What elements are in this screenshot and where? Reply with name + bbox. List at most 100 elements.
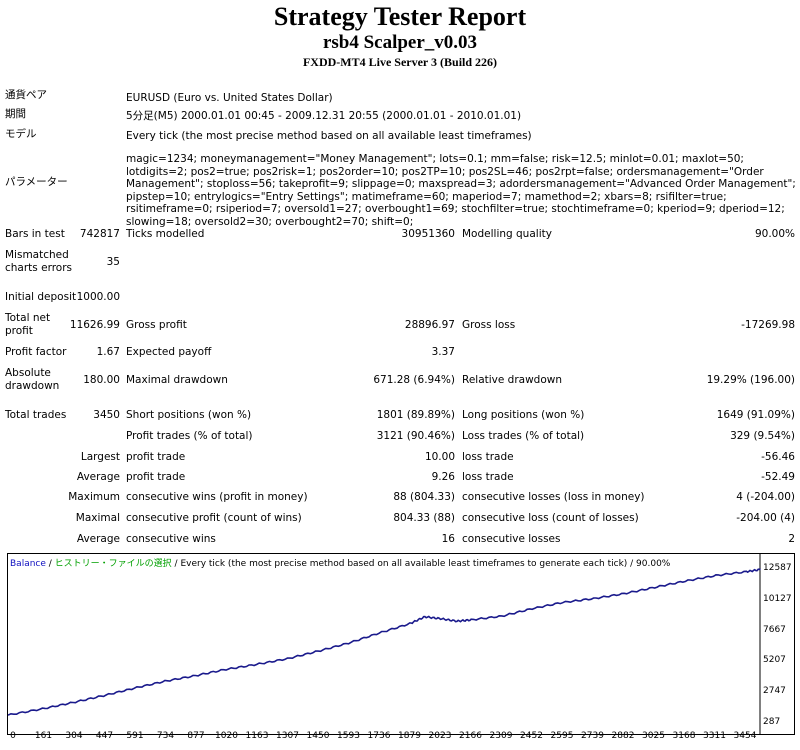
- caption-sep: /: [45, 559, 55, 569]
- mx-cl-value: -204.00 (4): [736, 512, 795, 524]
- average-label: Average: [76, 471, 120, 483]
- ltrades-value: 329 (9.54%): [730, 430, 795, 442]
- bars-value: 742817: [79, 228, 120, 240]
- x-tick-label: 3025: [642, 731, 665, 741]
- largest-label: Largest: [80, 451, 120, 463]
- x-tick-label: 2739: [581, 731, 604, 741]
- params-value: magic=1234; moneymanagement="Money Manag…: [126, 153, 796, 228]
- x-tick-label: 1307: [276, 731, 299, 741]
- gross-profit-value: 28896.97: [404, 319, 455, 331]
- maximal-label: Maximal: [75, 512, 120, 524]
- quality-label: Modelling quality: [462, 228, 552, 240]
- deposit-value: 1000.00: [76, 291, 120, 303]
- x-tick-label: 1879: [398, 731, 421, 741]
- avg-cl-label: consecutive losses: [462, 533, 561, 545]
- max-cl-label: consecutive losses (loss in money): [462, 491, 645, 503]
- ptrades-label: Profit trades (% of total): [126, 430, 253, 442]
- ltrades-label: Loss trades (% of total): [462, 430, 585, 442]
- y-tick-label: 5207: [763, 655, 786, 666]
- maximum-label: Maximum: [68, 491, 120, 503]
- largest-lt-label: loss trade: [462, 451, 514, 463]
- largest-pt-label: profit trade: [126, 451, 186, 463]
- max-cw-value: 88 (804.33): [393, 491, 455, 503]
- x-tick-label: 447: [95, 731, 114, 741]
- report-title: Strategy Tester Report: [273, 2, 527, 31]
- x-tick-label: 1593: [337, 731, 360, 741]
- x-tick-label: 1736: [367, 731, 391, 741]
- max-cw-label: consecutive wins (profit in money): [126, 491, 308, 503]
- reldd-value: 19.29% (196.00): [706, 374, 795, 386]
- pf-value: 1.67: [96, 346, 120, 358]
- period-value: 5分足(M5) 2000.01.01 00:45 - 2009.12.31 20…: [126, 110, 522, 122]
- long-label: Long positions (won %): [462, 409, 585, 421]
- average-lt-value: -52.49: [761, 471, 795, 483]
- x-tick-label: 1163: [245, 731, 269, 741]
- chart-caption: Balance / ヒストリー・ファイルの選択 / Every tick (th…: [10, 556, 670, 569]
- absdd-value: 180.00: [83, 374, 120, 386]
- max-cl-value: 4 (-204.00): [736, 491, 795, 503]
- avg-cw-label: consecutive wins: [126, 533, 216, 545]
- net-label: Total net profit: [5, 312, 51, 337]
- y-tick-label: 287: [763, 717, 781, 727]
- x-tick-label: 734: [156, 731, 175, 741]
- ptrades-value: 3121 (90.46%): [376, 430, 455, 442]
- payoff-label: Expected payoff: [126, 346, 212, 358]
- mismatch-value: 35: [106, 256, 120, 268]
- params-label: パラメーター: [5, 176, 68, 188]
- pf-label: Profit factor: [5, 346, 67, 358]
- average-lt-label: loss trade: [462, 471, 514, 483]
- trades-label: Total trades: [5, 409, 67, 421]
- gross-loss-value: -17269.98: [741, 319, 795, 331]
- caption-rest: / Every tick (the most precise method ba…: [171, 559, 671, 569]
- y-tick-label: 12587: [763, 563, 792, 573]
- x-tick-label: 1450: [306, 731, 330, 741]
- x-tick-label: 877: [187, 731, 205, 741]
- balance-line: [7, 568, 761, 716]
- model-label: モデル: [5, 128, 37, 140]
- x-tick-label: 2882: [611, 731, 635, 741]
- reldd-label: Relative drawdown: [462, 374, 563, 386]
- x-tick-label: 2023: [428, 731, 452, 741]
- x-tick-label: 3454: [733, 731, 757, 741]
- period-label: 期間: [5, 108, 26, 120]
- long-value: 1649 (91.09%): [716, 409, 795, 421]
- report-subtitle: rsb4 Scalper_v0.03: [322, 32, 478, 53]
- y-tick-label: 10127: [763, 593, 792, 604]
- payoff-value: 3.37: [431, 346, 455, 358]
- net-value: 11626.99: [69, 319, 120, 331]
- x-tick-label: 0: [10, 731, 16, 741]
- pair-value: EURUSD (Euro vs. United States Dollar): [126, 92, 333, 104]
- bars-label: Bars in test: [5, 228, 65, 240]
- caption-history: ヒストリー・ファイルの選択: [54, 559, 172, 569]
- ticks-label: Ticks modelled: [126, 228, 205, 240]
- mx-cp-value: 804.33 (88): [393, 512, 455, 524]
- average-pt-label: profit trade: [126, 471, 186, 483]
- largest-lt-value: -56.46: [761, 451, 795, 463]
- server-name: FXDD-MT4 Live Server 3 (Build 226): [302, 55, 498, 69]
- caption-balance: Balance: [10, 559, 46, 569]
- avg-cw-value: 16: [441, 533, 455, 545]
- short-label: Short positions (won %): [126, 409, 252, 421]
- ticks-value: 30951360: [401, 228, 455, 240]
- x-tick-label: 2595: [550, 731, 574, 741]
- maxdd-label: Maximal drawdown: [126, 374, 228, 386]
- mx-cp-label: consecutive profit (count of wins): [126, 512, 302, 524]
- mx-cl-label: consecutive loss (count of losses): [462, 512, 639, 524]
- quality-value: 90.00%: [754, 228, 795, 240]
- x-tick-label: 2452: [520, 731, 543, 741]
- x-tick-label: 591: [126, 731, 144, 741]
- x-tick-label: 1020: [215, 731, 238, 741]
- x-tick-label: 2309: [489, 731, 513, 741]
- maxdd-value: 671.28 (6.94%): [373, 374, 455, 386]
- trades-value: 3450: [93, 409, 120, 421]
- pair-label: 通貨ペア: [5, 89, 47, 101]
- average-pt-value: 9.26: [431, 471, 455, 483]
- deposit-label: Initial deposit: [5, 291, 77, 303]
- model-value: Every tick (the most precise method base…: [126, 130, 532, 142]
- x-tick-label: 2166: [459, 731, 482, 741]
- balance-chart-svg: [7, 554, 761, 734]
- short-value: 1801 (89.89%): [376, 409, 455, 421]
- x-tick-label: 3311: [703, 731, 726, 741]
- gross-loss-label: Gross loss: [462, 319, 516, 331]
- gross-profit-label: Gross profit: [126, 319, 187, 331]
